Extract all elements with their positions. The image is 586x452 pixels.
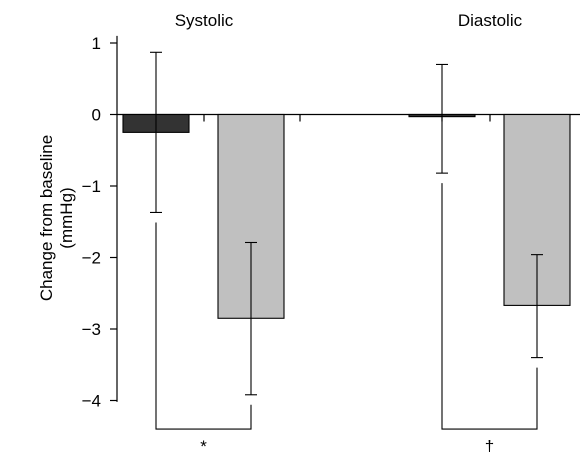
y-axis-label-line-1: Change from baseline <box>37 135 56 301</box>
group-label-systolic: Systolic <box>175 11 234 30</box>
significance-marker-systolic: * <box>200 437 207 452</box>
significance-brackets: * † <box>155 183 538 452</box>
y-axis-label-line-2: (mmHg) <box>57 187 76 248</box>
y-tick-label-2: −1 <box>82 177 101 196</box>
axes: 1 0 −1 −2 −3 −4 <box>82 34 580 411</box>
y-tick-label-1: 0 <box>92 106 101 125</box>
y-tick-label-0: 1 <box>92 34 101 53</box>
significance-marker-diastolic: † <box>485 437 494 452</box>
significance-bracket-systolic <box>155 222 252 430</box>
group-label-diastolic: Diastolic <box>458 11 523 30</box>
error-bars <box>150 51 543 396</box>
y-tick-label-4: −3 <box>82 320 101 339</box>
labels: Change from baseline (mmHg) Systolic Dia… <box>37 11 523 301</box>
bars <box>122 113 571 319</box>
y-tick-label-3: −2 <box>82 249 101 268</box>
y-tick-label-5: −4 <box>82 392 101 411</box>
significance-bracket-diastolic <box>441 183 538 430</box>
